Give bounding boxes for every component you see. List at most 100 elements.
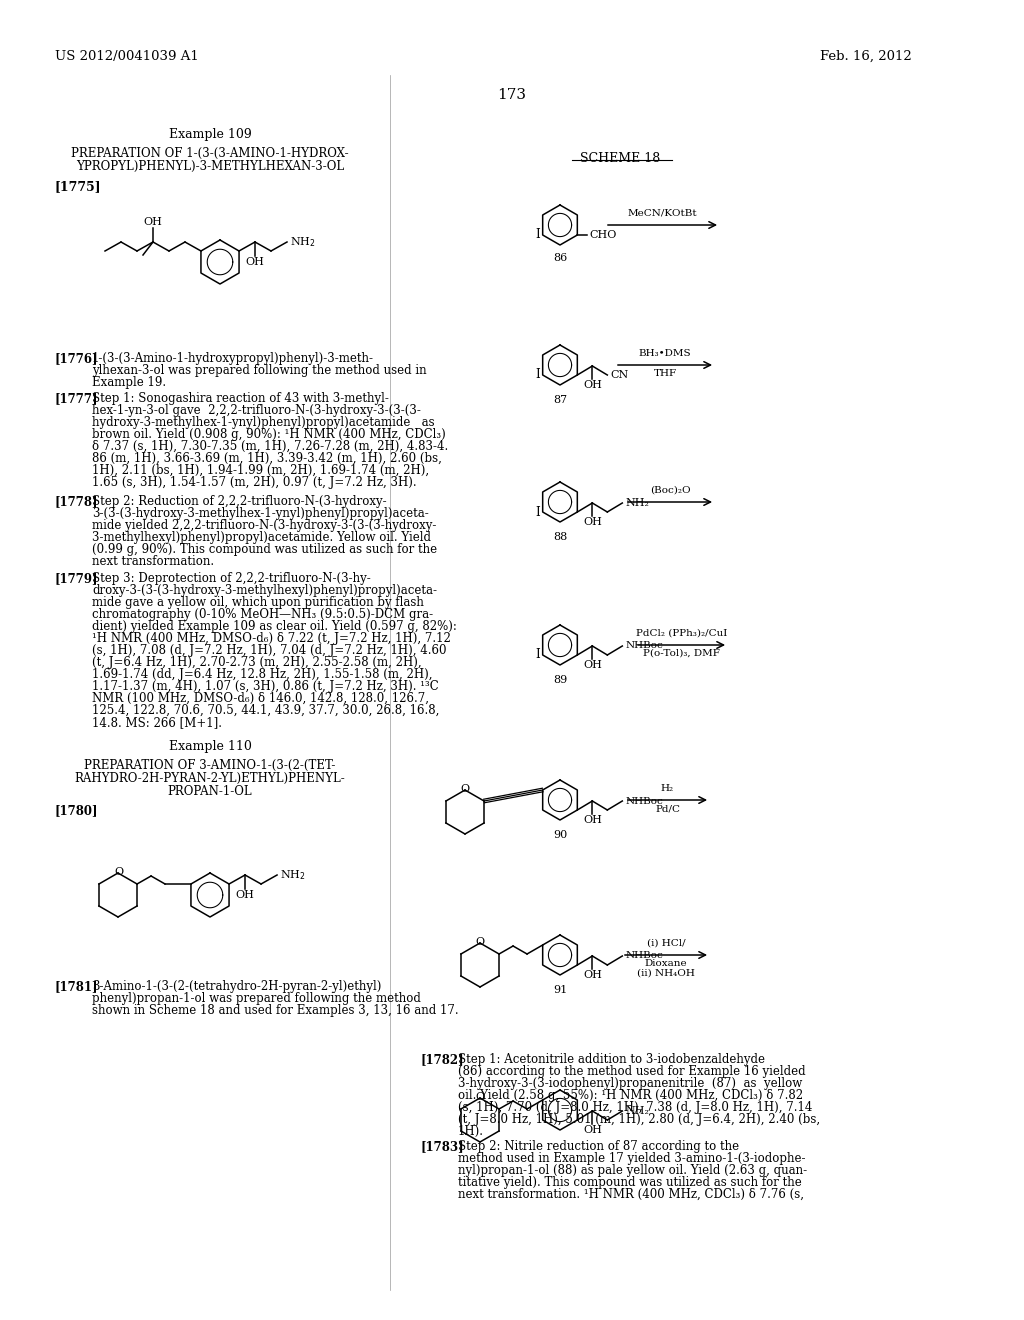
Text: NMR (100 MHz, DMSO-d₆) δ 146.0, 142.8, 128.0, 126.7,: NMR (100 MHz, DMSO-d₆) δ 146.0, 142.8, 1… [92, 692, 429, 705]
Text: [1776]: [1776] [55, 352, 98, 366]
Text: ¹H NMR (400 MHz, DMSO-d₆) δ 7.22 (t, J=7.2 Hz, 1H), 7.12: ¹H NMR (400 MHz, DMSO-d₆) δ 7.22 (t, J=7… [92, 632, 451, 645]
Text: Step 3: Deprotection of 2,2,2-trifluoro-N-(3-hy-: Step 3: Deprotection of 2,2,2-trifluoro-… [92, 572, 371, 585]
Text: SCHEME 18: SCHEME 18 [580, 152, 660, 165]
Text: 89: 89 [553, 675, 567, 685]
Text: Step 1: Acetonitrile addition to 3-iodobenzaldehyde: Step 1: Acetonitrile addition to 3-iodob… [458, 1053, 765, 1067]
Text: Example 110: Example 110 [169, 741, 252, 752]
Text: I: I [535, 506, 540, 519]
Text: (s, 1H), 7.08 (d, J=7.2 Hz, 1H), 7.04 (d, J=7.2 Hz, 1H), 4.60: (s, 1H), 7.08 (d, J=7.2 Hz, 1H), 7.04 (d… [92, 644, 446, 657]
Text: 90: 90 [553, 830, 567, 840]
Text: MeCN/KOtBt: MeCN/KOtBt [628, 209, 697, 218]
Text: 1.17-1.37 (m, 4H), 1.07 (s, 3H), 0.86 (t, J=7.2 Hz, 3H). ¹³C: 1.17-1.37 (m, 4H), 1.07 (s, 3H), 0.86 (t… [92, 680, 438, 693]
Text: 1.69-1.74 (dd, J=6.4 Hz, 12.8 Hz, 2H), 1.55-1.58 (m, 2H),: 1.69-1.74 (dd, J=6.4 Hz, 12.8 Hz, 2H), 1… [92, 668, 432, 681]
Text: OH: OH [236, 890, 255, 900]
Text: 14.8. MS: 266 [M+1].: 14.8. MS: 266 [M+1]. [92, 715, 222, 729]
Text: [1782]: [1782] [420, 1053, 464, 1067]
Text: phenyl)propan-1-ol was prepared following the method: phenyl)propan-1-ol was prepared followin… [92, 993, 421, 1005]
Text: [1778]: [1778] [55, 495, 98, 508]
Text: OH: OH [246, 257, 264, 267]
Text: 173: 173 [498, 88, 526, 102]
Text: OH: OH [583, 380, 602, 389]
Text: titative yield). This compound was utilized as such for the: titative yield). This compound was utili… [458, 1176, 802, 1189]
Text: 3-methylhexyl)phenyl)propyl)acetamide. Yellow oil. Yield: 3-methylhexyl)phenyl)propyl)acetamide. Y… [92, 531, 431, 544]
Text: OH: OH [583, 660, 602, 671]
Text: I: I [535, 648, 540, 661]
Text: mide yielded 2,2,2-trifluoro-N-(3-hydroxy-3-(3-(3-hydroxy-: mide yielded 2,2,2-trifluoro-N-(3-hydrox… [92, 519, 436, 532]
Text: next transformation. ¹H NMR (400 MHz, CDCl₃) δ 7.76 (s,: next transformation. ¹H NMR (400 MHz, CD… [458, 1188, 804, 1201]
Text: 1H), 2.11 (bs, 1H), 1.94-1.99 (m, 2H), 1.69-1.74 (m, 2H),: 1H), 2.11 (bs, 1H), 1.94-1.99 (m, 2H), 1… [92, 465, 429, 477]
Text: Pd/C: Pd/C [655, 804, 680, 813]
Text: method used in Example 17 yielded 3-amino-1-(3-iodophe-: method used in Example 17 yielded 3-amin… [458, 1152, 806, 1166]
Text: 1.65 (s, 3H), 1.54-1.57 (m, 2H), 0.97 (t, J=7.2 Hz, 3H).: 1.65 (s, 3H), 1.54-1.57 (m, 2H), 0.97 (t… [92, 477, 417, 488]
Text: O: O [115, 867, 124, 876]
Text: NH$_2$: NH$_2$ [280, 869, 306, 882]
Text: OH: OH [583, 970, 602, 979]
Text: H₂: H₂ [660, 784, 674, 793]
Text: OH: OH [583, 814, 602, 825]
Text: 91: 91 [553, 985, 567, 995]
Text: (86) according to the method used for Example 16 yielded: (86) according to the method used for Ex… [458, 1065, 806, 1078]
Text: 3-hydroxy-3-(3-iodophenyl)propanenitrile  (87)  as  yellow: 3-hydroxy-3-(3-iodophenyl)propanenitrile… [458, 1077, 802, 1090]
Text: next transformation.: next transformation. [92, 554, 214, 568]
Text: Dioxane: Dioxane [645, 960, 687, 968]
Text: Example 109: Example 109 [169, 128, 251, 141]
Text: THF: THF [653, 370, 677, 378]
Text: (Boc)₂O: (Boc)₂O [649, 486, 690, 495]
Text: PREPARATION OF 1-(3-(3-AMINO-1-HYDROX-: PREPARATION OF 1-(3-(3-AMINO-1-HYDROX- [72, 147, 349, 160]
Text: BH₃•DMS: BH₃•DMS [639, 348, 691, 358]
Text: CHO: CHO [590, 230, 616, 240]
Text: 88: 88 [553, 532, 567, 543]
Text: O: O [475, 937, 484, 946]
Text: OH: OH [583, 1125, 602, 1135]
Text: YPROPYL)PHENYL)-3-METHYLHEXAN-3-OL: YPROPYL)PHENYL)-3-METHYLHEXAN-3-OL [76, 160, 344, 173]
Text: (i) HCl/: (i) HCl/ [647, 939, 685, 948]
Text: I: I [535, 228, 540, 242]
Text: US 2012/0041039 A1: US 2012/0041039 A1 [55, 50, 199, 63]
Text: 125.4, 122.8, 70.6, 70.5, 44.1, 43.9, 37.7, 30.0, 26.8, 16.8,: 125.4, 122.8, 70.6, 70.5, 44.1, 43.9, 37… [92, 704, 439, 717]
Text: (0.99 g, 90%). This compound was utilized as such for the: (0.99 g, 90%). This compound was utilize… [92, 543, 437, 556]
Text: shown in Scheme 18 and used for Examples 3, 13, 16 and 17.: shown in Scheme 18 and used for Examples… [92, 1005, 459, 1016]
Text: Example 19.: Example 19. [92, 376, 166, 389]
Text: [1775]: [1775] [55, 180, 101, 193]
Text: 1H).: 1H). [458, 1125, 484, 1138]
Text: (t, J=8.0 Hz, 1H), 5.01 (m, 1H), 2.80 (d, J=6.4, 2H), 2.40 (bs,: (t, J=8.0 Hz, 1H), 5.01 (m, 1H), 2.80 (d… [458, 1113, 820, 1126]
Text: O: O [461, 784, 470, 795]
Text: (s, 1H), 7.70 (d, J=8.0 Hz, 1H), 7.38 (d, J=8.0 Hz, 1H), 7.14: (s, 1H), 7.70 (d, J=8.0 Hz, 1H), 7.38 (d… [458, 1101, 812, 1114]
Text: droxy-3-(3-(3-hydroxy-3-methylhexyl)phenyl)propyl)aceta-: droxy-3-(3-(3-hydroxy-3-methylhexyl)phen… [92, 583, 437, 597]
Text: Feb. 16, 2012: Feb. 16, 2012 [820, 50, 911, 63]
Text: NH₂: NH₂ [626, 1106, 649, 1115]
Text: mide gave a yellow oil, which upon purification by flash: mide gave a yellow oil, which upon purif… [92, 597, 424, 609]
Text: NH$_2$: NH$_2$ [290, 235, 315, 249]
Text: 1-(3-(3-Amino-1-hydroxypropyl)phenyl)-3-meth-: 1-(3-(3-Amino-1-hydroxypropyl)phenyl)-3-… [92, 352, 374, 366]
Text: hydroxy-3-methylhex-1-ynyl)phenyl)propyl)acetamide   as: hydroxy-3-methylhex-1-ynyl)phenyl)propyl… [92, 416, 434, 429]
Text: (t, J=6.4 Hz, 1H), 2.70-2.73 (m, 2H), 2.55-2.58 (m, 2H),: (t, J=6.4 Hz, 1H), 2.70-2.73 (m, 2H), 2.… [92, 656, 422, 669]
Text: O: O [475, 1092, 484, 1102]
Text: δ 7.37 (s, 1H), 7.30-7.35 (m, 1H), 7.26-7.28 (m, 2H), 4.83-4.: δ 7.37 (s, 1H), 7.30-7.35 (m, 1H), 7.26-… [92, 440, 449, 453]
Text: [1779]: [1779] [55, 572, 98, 585]
Text: NHBoc: NHBoc [626, 796, 664, 805]
Text: nyl)propan-1-ol (88) as pale yellow oil. Yield (2.63 g, quan-: nyl)propan-1-ol (88) as pale yellow oil.… [458, 1164, 807, 1177]
Text: P(o-Tol)₃, DMF: P(o-Tol)₃, DMF [643, 649, 720, 657]
Text: PdCl₂ (PPh₃)₂/CuI: PdCl₂ (PPh₃)₂/CuI [636, 630, 727, 638]
Text: NHBoc: NHBoc [626, 952, 664, 961]
Text: OH: OH [143, 216, 163, 227]
Text: NHBoc: NHBoc [626, 642, 664, 651]
Text: CN: CN [610, 370, 629, 380]
Text: Step 1: Sonogashira reaction of 43 with 3-methyl-: Step 1: Sonogashira reaction of 43 with … [92, 392, 389, 405]
Text: NH₂: NH₂ [626, 498, 649, 508]
Text: oil. Yield (2.58 g, 55%): ¹H NMR (400 MHz, CDCl₃) δ 7.82: oil. Yield (2.58 g, 55%): ¹H NMR (400 MH… [458, 1089, 803, 1102]
Text: PREPARATION OF 3-AMINO-1-(3-(2-(TET-: PREPARATION OF 3-AMINO-1-(3-(2-(TET- [84, 759, 336, 772]
Text: (ii) NH₄OH: (ii) NH₄OH [637, 969, 695, 978]
Text: [1780]: [1780] [55, 804, 98, 817]
Text: hex-1-yn-3-ol gave  2,2,2-trifluoro-N-(3-hydroxy-3-(3-(3-: hex-1-yn-3-ol gave 2,2,2-trifluoro-N-(3-… [92, 404, 421, 417]
Text: chromatography (0-10% MeOH—NH₃ (9.5:0.5)-DCM gra-: chromatography (0-10% MeOH—NH₃ (9.5:0.5)… [92, 609, 433, 620]
Text: Step 2: Nitrile reduction of 87 according to the: Step 2: Nitrile reduction of 87 accordin… [458, 1140, 739, 1152]
Text: [1781]: [1781] [55, 979, 98, 993]
Text: 87: 87 [553, 395, 567, 405]
Text: 3-(3-(3-hydroxy-3-methylhex-1-ynyl)phenyl)propyl)aceta-: 3-(3-(3-hydroxy-3-methylhex-1-ynyl)pheny… [92, 507, 429, 520]
Text: [1777]: [1777] [55, 392, 98, 405]
Text: Step 2: Reduction of 2,2,2-trifluoro-N-(3-hydroxy-: Step 2: Reduction of 2,2,2-trifluoro-N-(… [92, 495, 387, 508]
Text: PROPAN-1-OL: PROPAN-1-OL [168, 785, 252, 799]
Text: ylhexan-3-ol was prepared following the method used in: ylhexan-3-ol was prepared following the … [92, 364, 427, 378]
Text: I: I [535, 368, 540, 381]
